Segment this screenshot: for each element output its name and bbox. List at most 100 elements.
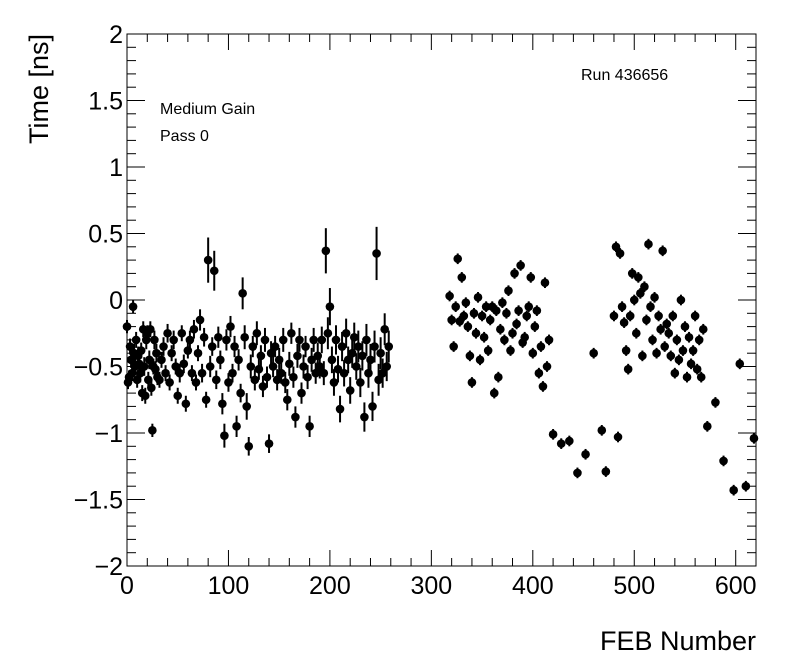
marker bbox=[666, 351, 676, 361]
marker bbox=[147, 383, 156, 393]
data-point bbox=[159, 337, 168, 356]
marker bbox=[491, 306, 501, 315]
x-tick-label: 400 bbox=[512, 572, 554, 600]
marker bbox=[366, 355, 375, 365]
data-point bbox=[384, 330, 394, 363]
data-point bbox=[248, 335, 258, 358]
marker bbox=[226, 322, 235, 331]
data-point bbox=[380, 313, 389, 346]
marker bbox=[197, 368, 207, 378]
marker bbox=[692, 364, 702, 374]
marker bbox=[191, 378, 201, 387]
data-point bbox=[282, 389, 292, 411]
data-point bbox=[228, 363, 237, 383]
data-point bbox=[666, 350, 676, 362]
marker bbox=[469, 309, 479, 318]
marker bbox=[544, 335, 554, 345]
marker bbox=[193, 348, 203, 358]
marker bbox=[230, 342, 239, 351]
data-point bbox=[201, 391, 211, 408]
data-point bbox=[321, 228, 331, 274]
marker bbox=[686, 359, 696, 369]
marker bbox=[538, 382, 548, 391]
marker bbox=[711, 398, 720, 407]
marker bbox=[274, 355, 284, 365]
marker bbox=[494, 372, 503, 382]
data-point bbox=[719, 455, 728, 467]
y-tick-label: 2 bbox=[109, 21, 123, 49]
data-point bbox=[711, 397, 720, 408]
marker bbox=[228, 368, 237, 378]
marker bbox=[248, 342, 258, 351]
data-point bbox=[246, 354, 256, 379]
marker bbox=[475, 355, 485, 365]
marker bbox=[526, 273, 536, 282]
marker bbox=[613, 432, 623, 442]
marker bbox=[449, 342, 458, 351]
data-point bbox=[136, 342, 146, 359]
data-point bbox=[703, 421, 712, 432]
data-point bbox=[303, 365, 312, 390]
data-point bbox=[479, 331, 489, 343]
data-point bbox=[483, 345, 493, 356]
marker bbox=[282, 395, 292, 405]
marker bbox=[619, 318, 629, 327]
marker bbox=[623, 364, 633, 374]
data-point bbox=[152, 343, 161, 363]
data-point bbox=[542, 361, 552, 372]
data-point bbox=[489, 387, 499, 399]
marker bbox=[644, 239, 653, 249]
data-point bbox=[467, 377, 477, 388]
data-point bbox=[634, 272, 643, 283]
marker bbox=[609, 311, 619, 321]
marker bbox=[536, 342, 546, 351]
marker bbox=[650, 293, 659, 302]
marker bbox=[621, 346, 631, 355]
marker bbox=[684, 332, 694, 342]
data-point bbox=[530, 321, 540, 332]
data-point bbox=[262, 366, 272, 388]
data-point bbox=[494, 371, 503, 383]
data-point bbox=[636, 288, 645, 299]
data-point bbox=[278, 327, 288, 352]
marker bbox=[696, 372, 706, 382]
data-point bbox=[207, 337, 217, 356]
marker bbox=[556, 439, 566, 448]
marker bbox=[148, 426, 157, 435]
marker bbox=[351, 362, 361, 371]
data-point bbox=[534, 367, 544, 379]
data-point bbox=[623, 363, 633, 375]
data-point bbox=[498, 297, 507, 308]
data-point bbox=[317, 326, 327, 354]
data-point bbox=[445, 290, 454, 302]
data-point bbox=[309, 327, 318, 352]
marker bbox=[690, 311, 700, 321]
data-point bbox=[236, 383, 245, 403]
marker bbox=[508, 328, 517, 338]
marker bbox=[171, 362, 180, 371]
data-point bbox=[589, 347, 598, 359]
data-point bbox=[512, 318, 521, 330]
marker bbox=[315, 362, 325, 371]
data-points bbox=[122, 226, 759, 496]
data-point bbox=[128, 300, 138, 314]
data-point bbox=[629, 294, 639, 306]
marker bbox=[694, 335, 704, 345]
y-tick-label: 0 bbox=[109, 287, 123, 315]
y-tick-label: −0.5 bbox=[74, 354, 123, 382]
data-point bbox=[378, 358, 387, 388]
marker bbox=[479, 332, 489, 342]
marker bbox=[214, 332, 223, 342]
marker bbox=[187, 368, 197, 378]
x-axis-title: FEB Number bbox=[600, 626, 756, 656]
data-point bbox=[613, 431, 623, 443]
data-point bbox=[270, 335, 280, 358]
data-point bbox=[461, 297, 471, 308]
marker bbox=[528, 348, 538, 358]
marker bbox=[331, 335, 341, 345]
marker bbox=[380, 324, 389, 334]
marker bbox=[370, 342, 379, 351]
data-point bbox=[203, 237, 213, 283]
data-point bbox=[301, 335, 310, 358]
data-point bbox=[341, 318, 351, 348]
